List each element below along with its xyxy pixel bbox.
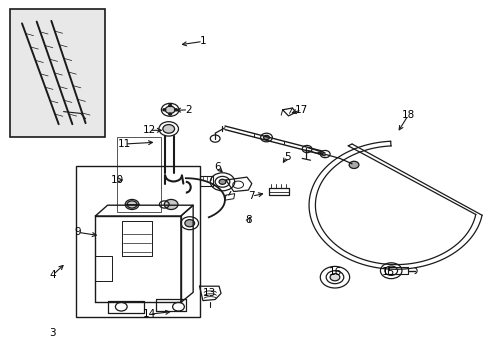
Circle shape [164, 199, 178, 210]
Text: 10: 10 [111, 175, 123, 185]
Text: 5: 5 [283, 152, 290, 162]
Circle shape [165, 106, 175, 113]
Circle shape [219, 179, 225, 184]
Circle shape [174, 109, 177, 111]
Circle shape [125, 199, 139, 210]
Circle shape [348, 161, 358, 168]
Text: 8: 8 [244, 215, 251, 225]
Text: 17: 17 [294, 105, 308, 115]
Text: 11: 11 [118, 139, 131, 149]
Bar [76, 166, 200, 317]
Text: 4: 4 [49, 270, 56, 280]
Text: 7: 7 [248, 191, 255, 201]
Circle shape [168, 113, 171, 115]
Circle shape [184, 220, 194, 227]
Bar [10, 9, 105, 137]
Text: 18: 18 [401, 110, 414, 120]
Circle shape [163, 109, 165, 111]
Text: 1: 1 [199, 36, 206, 46]
Circle shape [163, 125, 174, 133]
Text: 2: 2 [184, 105, 191, 115]
Circle shape [329, 274, 339, 281]
Text: 16: 16 [327, 267, 341, 277]
Text: 14: 14 [142, 309, 156, 319]
Text: 15: 15 [381, 267, 395, 277]
Text: 12: 12 [142, 125, 156, 135]
Circle shape [263, 135, 269, 140]
Text: 13: 13 [202, 288, 216, 298]
Text: 9: 9 [74, 227, 81, 237]
Text: 3: 3 [49, 328, 56, 338]
Bar [117, 137, 161, 212]
Text: 6: 6 [214, 162, 221, 172]
Circle shape [168, 104, 171, 107]
